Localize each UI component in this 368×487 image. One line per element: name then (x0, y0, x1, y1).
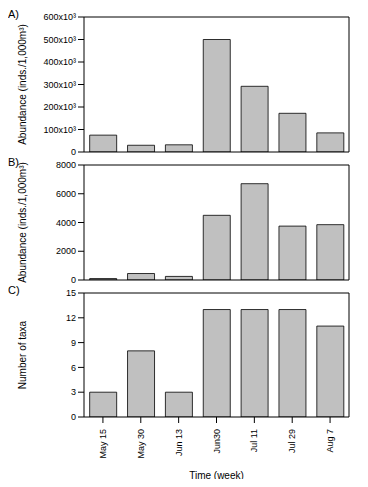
svg-text:600x10³: 600x10³ (43, 12, 76, 22)
svg-text:3: 3 (71, 387, 76, 397)
svg-text:300x10³: 300x10³ (43, 80, 76, 90)
svg-text:May 15: May 15 (98, 429, 108, 459)
svg-text:6000: 6000 (56, 189, 76, 199)
svg-text:Jun30: Jun30 (212, 429, 222, 454)
svg-text:4000: 4000 (56, 218, 76, 228)
svg-text:Jun 13: Jun 13 (174, 429, 184, 456)
svg-text:Jul 11: Jul 11 (249, 429, 259, 452)
svg-text:2000: 2000 (56, 246, 76, 256)
svg-text:0: 0 (71, 412, 76, 422)
svg-text:15: 15 (66, 288, 76, 298)
svg-text:8000: 8000 (56, 160, 76, 170)
svg-text:100x10³: 100x10³ (43, 125, 76, 135)
svg-text:9: 9 (71, 338, 76, 348)
svg-text:0: 0 (71, 147, 76, 156)
svg-text:400x10³: 400x10³ (43, 57, 76, 67)
svg-text:Time (week): Time (week) (189, 470, 244, 479)
svg-text:6: 6 (71, 363, 76, 373)
svg-text:Jul 29: Jul 29 (287, 429, 297, 453)
svg-text:500x10³: 500x10³ (43, 35, 76, 45)
html-text:C): C) (8, 284, 20, 296)
html-text:A): A) (8, 8, 19, 20)
html-text:B): B) (8, 156, 19, 168)
svg-text:Abundance (inds./1,000m³): Abundance (inds./1,000m³) (17, 162, 28, 283)
svg-text:0: 0 (71, 275, 76, 284)
svg-text:200x10³: 200x10³ (43, 102, 76, 112)
svg-text:12: 12 (66, 313, 76, 323)
svg-text:May 30: May 30 (136, 429, 146, 459)
svg-text:Aug 7: Aug 7 (325, 429, 335, 453)
svg-text:Abundance (inds./1,000m³): Abundance (inds./1,000m³) (17, 24, 28, 145)
svg-text:Number of taxa: Number of taxa (17, 320, 28, 389)
